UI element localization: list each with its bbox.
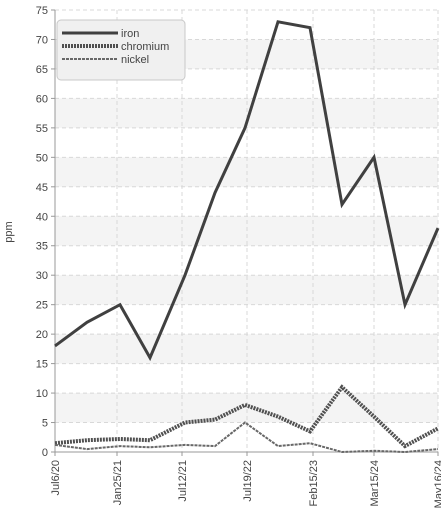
y-tick-label: 35 xyxy=(36,241,48,253)
x-tick-label: May16/24 xyxy=(433,460,441,508)
series-line-iron xyxy=(54,20,440,362)
y-tick-label: 45 xyxy=(36,182,48,194)
y-tick-label: 55 xyxy=(36,123,48,135)
series-line-nickel xyxy=(54,421,439,454)
y-tick-label: 25 xyxy=(36,300,48,312)
y-tick-label: 10 xyxy=(36,388,48,400)
y-tick-label: 20 xyxy=(36,329,48,341)
y-tick-label: 5 xyxy=(42,418,48,430)
y-tick-label: 0 xyxy=(42,447,48,459)
legend-label-iron: iron xyxy=(121,28,139,40)
y-tick-label: 50 xyxy=(36,152,48,164)
y-tick-label: 75 xyxy=(36,5,48,17)
x-tick-label: Jul12/21 xyxy=(177,460,189,502)
x-tick-label: Mar15/24 xyxy=(369,460,381,506)
legend-label-chromium: chromium xyxy=(121,41,169,53)
x-tick-label: Jul19/22 xyxy=(242,460,254,502)
x-tick-label: Jul6/20 xyxy=(50,460,62,495)
series-line-chromium xyxy=(54,384,439,449)
y-tick-label: 30 xyxy=(36,270,48,282)
y-tick-label: 70 xyxy=(36,34,48,46)
y-tick-label: 65 xyxy=(36,64,48,76)
y-tick-label: 40 xyxy=(36,211,48,223)
x-tick-label: Feb15/23 xyxy=(308,460,320,506)
legend-label-nickel: nickel xyxy=(121,54,149,66)
y-tick-label: 15 xyxy=(36,359,48,371)
legend-box xyxy=(56,19,186,81)
x-tick-label: Jan25/21 xyxy=(112,460,124,505)
y-axis-label: ppm xyxy=(3,221,15,242)
y-tick-label: 60 xyxy=(36,93,48,105)
